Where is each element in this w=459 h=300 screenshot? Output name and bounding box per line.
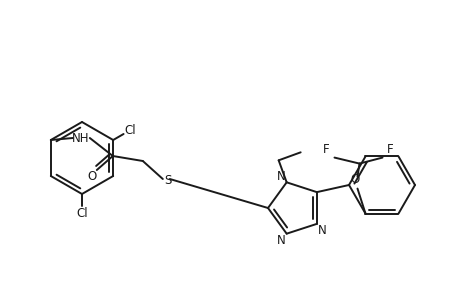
Text: F: F [323, 143, 329, 156]
Text: NH: NH [72, 131, 90, 145]
Text: N: N [277, 170, 285, 183]
Text: O: O [350, 173, 359, 186]
Text: O: O [87, 170, 96, 184]
Text: S: S [164, 175, 171, 188]
Text: F: F [386, 143, 393, 156]
Text: Cl: Cl [76, 208, 88, 220]
Text: N: N [317, 224, 325, 237]
Text: N: N [277, 234, 285, 247]
Text: Cl: Cl [124, 124, 136, 136]
